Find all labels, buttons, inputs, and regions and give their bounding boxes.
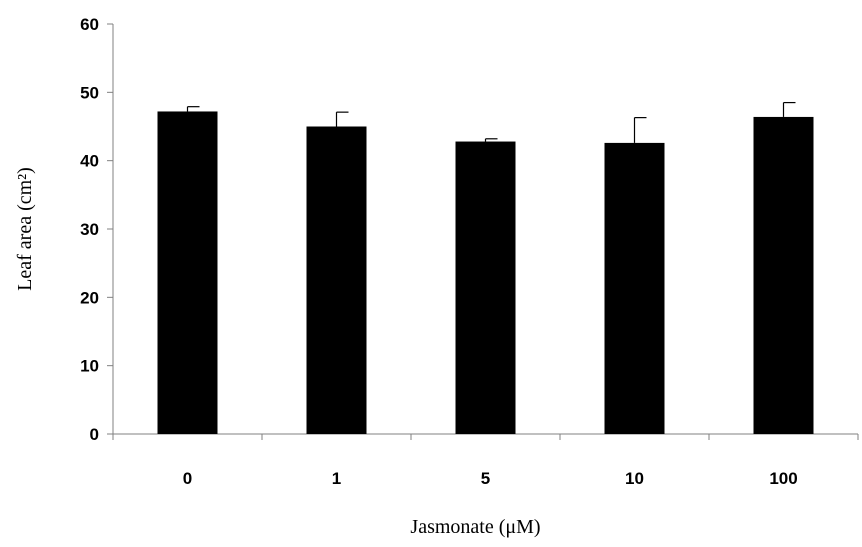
bar — [157, 111, 218, 434]
x-tick-label: 10 — [625, 469, 644, 488]
y-tick-label: 40 — [80, 152, 99, 171]
y-tick-label: 20 — [80, 288, 99, 307]
error-bar — [335, 111, 349, 127]
x-tick-label: 5 — [481, 469, 490, 488]
y-tick-label: 30 — [80, 220, 99, 239]
error-bars — [186, 101, 796, 143]
error-bar — [186, 106, 200, 112]
y-tick-label: 50 — [80, 83, 99, 102]
error-bar — [484, 138, 498, 142]
bar — [753, 116, 814, 434]
y-tick-label: 60 — [80, 15, 99, 34]
y-tick-label: 10 — [80, 357, 99, 376]
bars — [157, 111, 814, 435]
x-tick-label: 100 — [769, 469, 797, 488]
x-tick-label: 0 — [183, 469, 192, 488]
x-axis-title: Jasmonate (μM) — [410, 516, 540, 538]
y-axis-title: Leaf area (cm²) — [14, 167, 36, 291]
y-ticks: 0 10 20 30 40 50 60 — [80, 15, 113, 444]
x-ticks: 0 1 5 10 100 — [112, 434, 859, 488]
x-tick-label: 1 — [332, 469, 341, 488]
y-tick-label: 0 — [90, 425, 99, 444]
error-bar — [782, 101, 796, 117]
bar — [306, 126, 367, 434]
bar — [455, 141, 516, 435]
error-bar — [633, 117, 647, 143]
bar — [604, 142, 665, 434]
